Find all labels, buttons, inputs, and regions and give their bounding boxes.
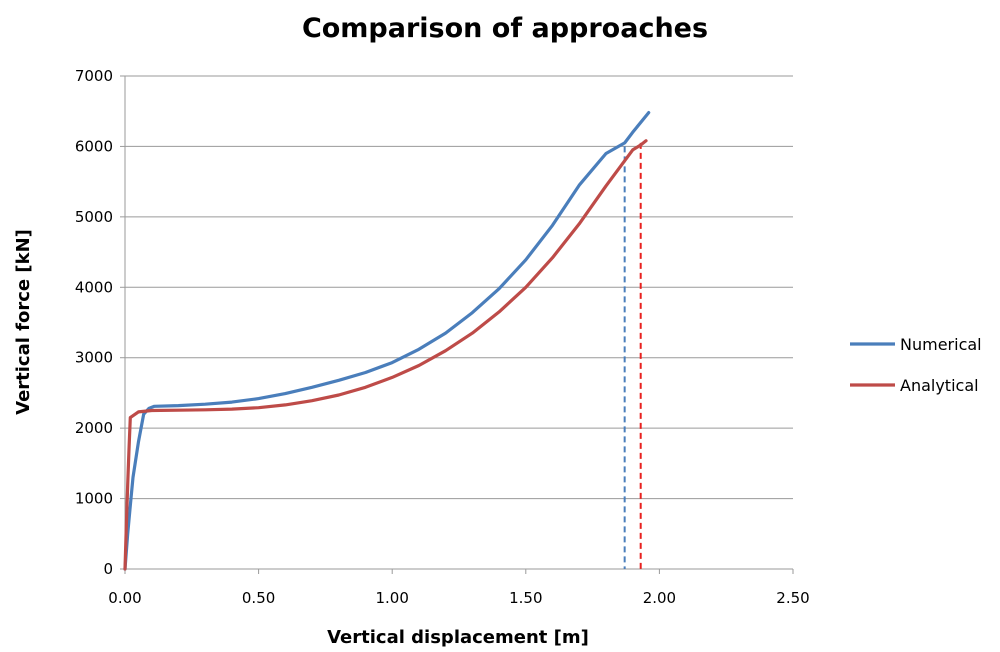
legend-label-analytical: Analytical — [900, 376, 979, 395]
y-tick-label: 3000 — [75, 349, 113, 367]
x-tick-label: 0.00 — [108, 589, 141, 607]
y-tick-label: 5000 — [75, 208, 113, 226]
y-tick-label: 6000 — [75, 137, 113, 155]
y-tick-label: 1000 — [75, 490, 113, 508]
y-tick-label: 0 — [103, 560, 113, 578]
series-line-analytical — [123, 139, 648, 571]
x-tick-label: 2.50 — [776, 589, 809, 607]
y-tick-label: 2000 — [75, 419, 113, 437]
series-lines — [123, 110, 651, 571]
gridlines — [124, 75, 793, 570]
x-axis-label: Vertical displacement [m] — [327, 627, 589, 648]
x-tick-label: 2.00 — [643, 589, 676, 607]
y-axis-label: Vertical force [kN] — [13, 229, 34, 415]
legend: Numerical Analytical — [850, 335, 982, 395]
x-tick-label: 1.00 — [375, 589, 408, 607]
reference-lines — [623, 142, 642, 569]
x-tick-label: 0.50 — [242, 589, 275, 607]
series-line-numerical — [123, 110, 651, 571]
y-tick-label: 4000 — [75, 278, 113, 296]
legend-label-numerical: Numerical — [900, 335, 982, 354]
chart-title: Comparison of approaches — [302, 13, 708, 44]
x-tick-label: 1.50 — [509, 589, 542, 607]
y-tick-labels: 0 1000 2000 3000 4000 5000 6000 7000 — [75, 67, 125, 578]
y-tick-label: 7000 — [75, 67, 113, 85]
x-tick-labels: 0.00 0.50 1.00 1.50 2.00 2.50 — [108, 569, 810, 607]
